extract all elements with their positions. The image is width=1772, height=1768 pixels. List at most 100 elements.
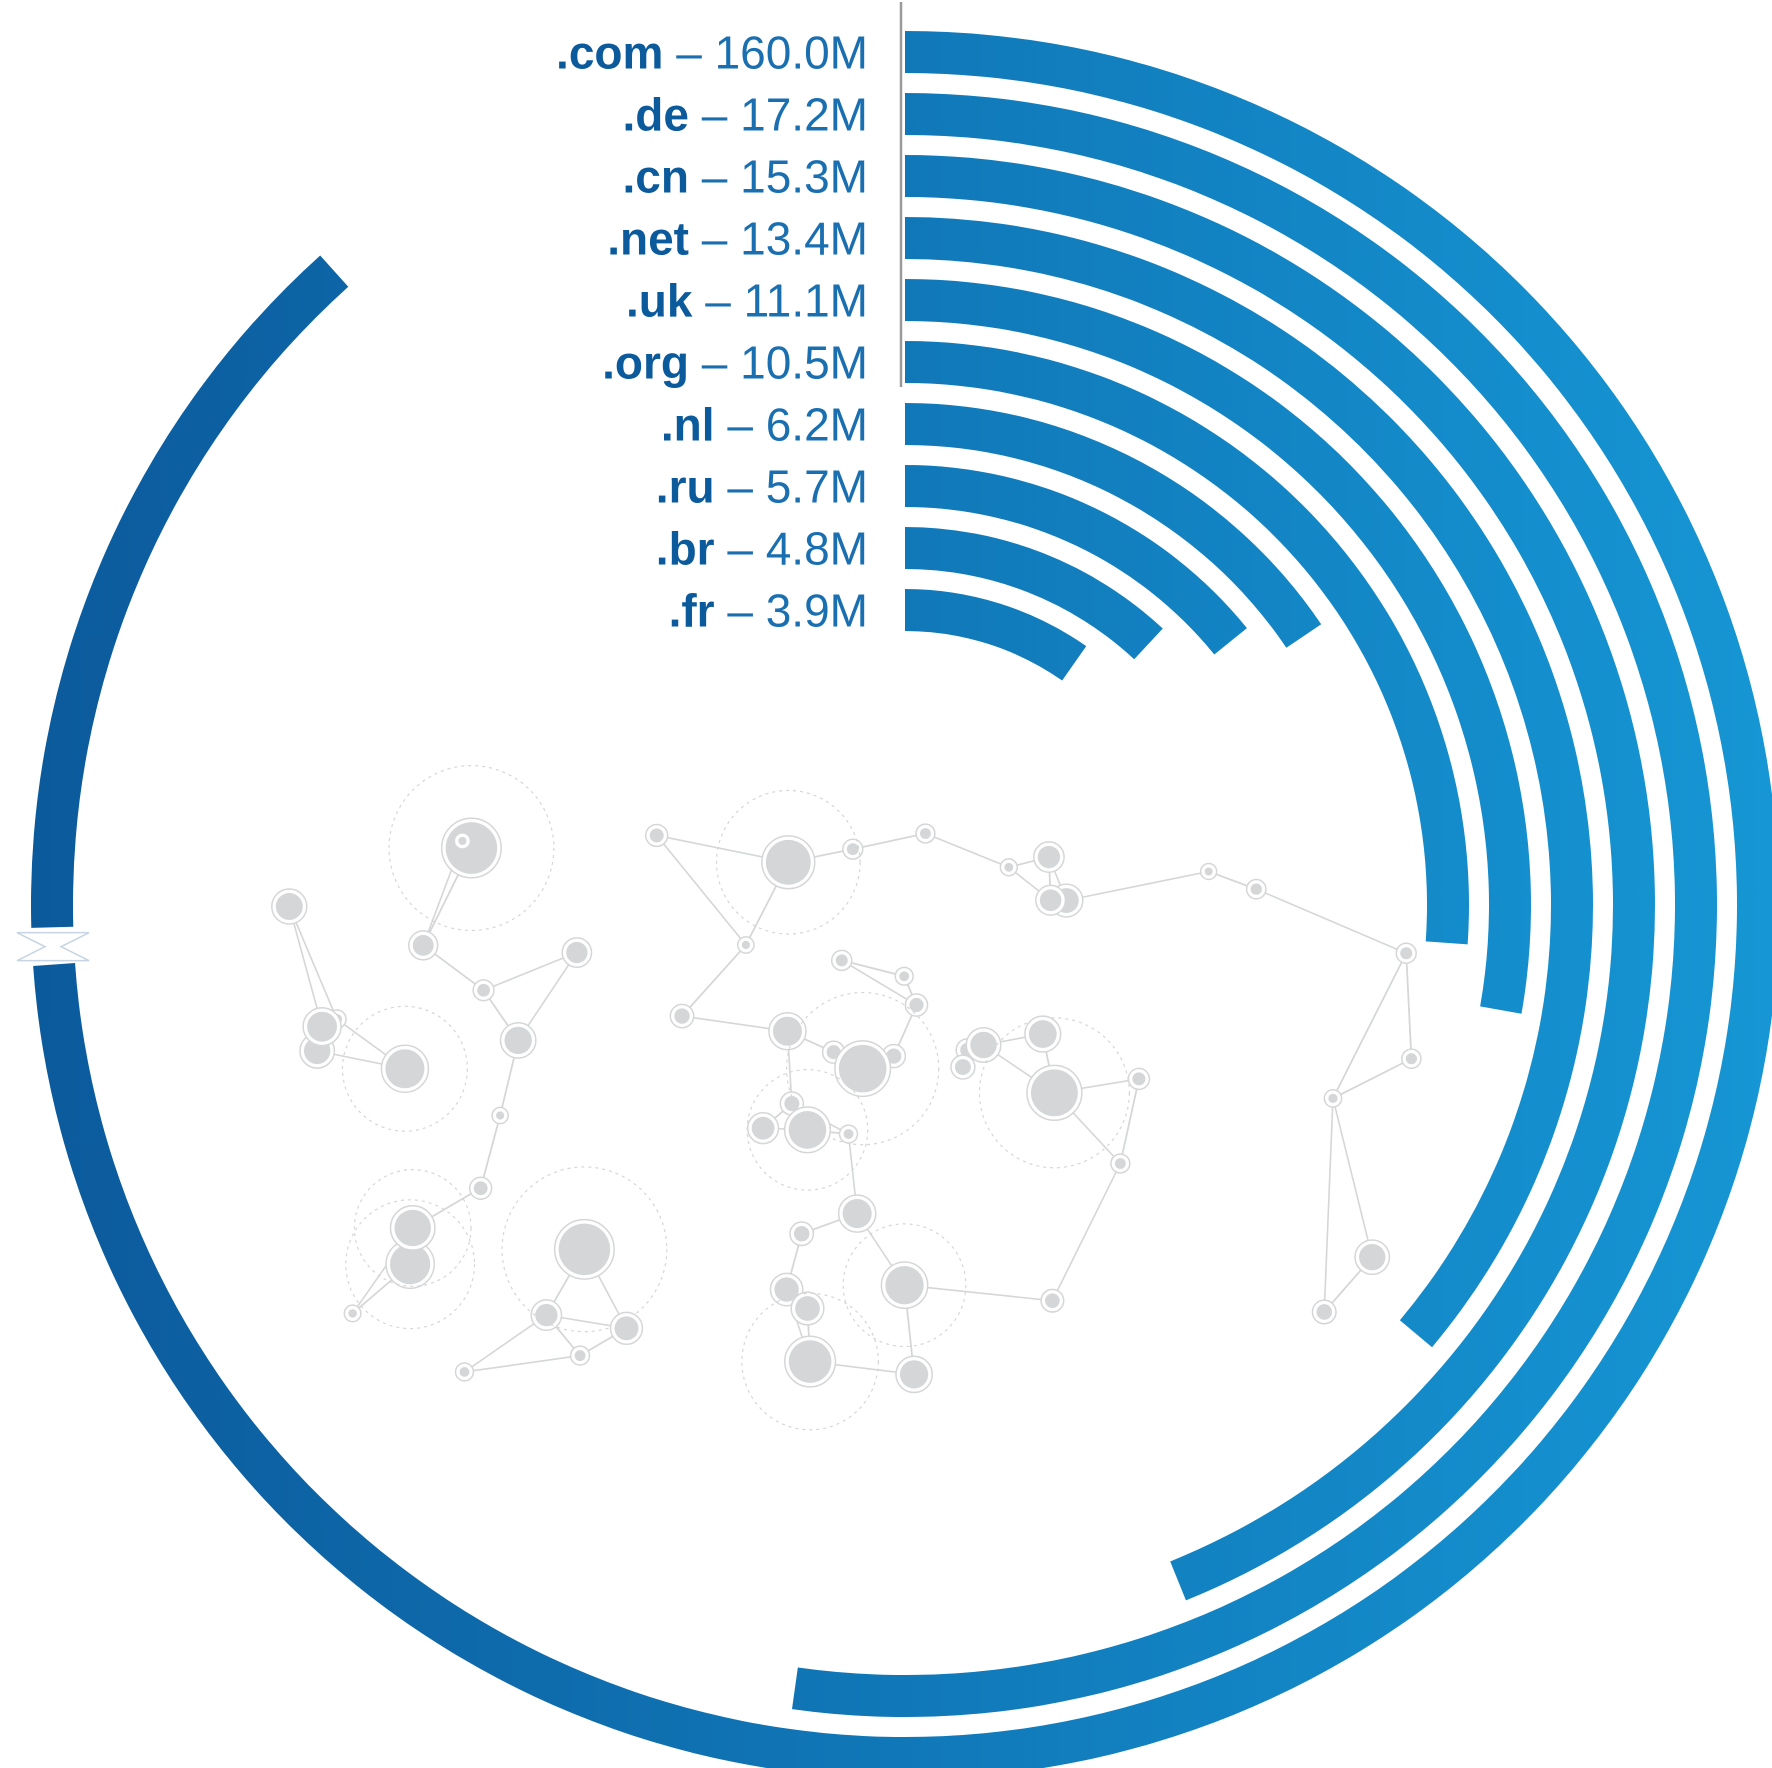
network-halo: [501, 1166, 668, 1333]
tld-label: .br: [656, 523, 715, 575]
bar-label-br: .br – 4.8M: [656, 523, 868, 575]
bar-label-nl: .nl – 6.2M: [661, 399, 868, 451]
network-node: [954, 1059, 971, 1075]
network-node: [307, 1011, 338, 1042]
network-node: [535, 1303, 558, 1327]
network-node: [886, 1048, 902, 1064]
network-halo: [341, 1005, 468, 1132]
network-node: [574, 1350, 586, 1362]
network-link: [1323, 1098, 1334, 1312]
network-halo: [715, 789, 861, 935]
value-label: – 5.7M: [715, 461, 868, 513]
network-node: [674, 1008, 690, 1024]
network-link: [464, 1354, 581, 1373]
tld-label: .cn: [623, 151, 689, 203]
network-node: [1328, 1093, 1338, 1104]
network-link: [288, 906, 338, 1020]
network-link: [288, 906, 323, 1027]
value-label: – 10.5M: [689, 337, 868, 389]
network-node: [1114, 1158, 1126, 1169]
value-label: – 15.3M: [689, 151, 868, 203]
network-node: [885, 1266, 924, 1305]
bar-fr: [905, 589, 1087, 681]
network-node: [566, 941, 588, 964]
network-node: [1030, 1069, 1078, 1117]
network-link: [1332, 1058, 1412, 1100]
value-label: – 6.2M: [715, 399, 868, 451]
network-node: [1037, 845, 1061, 869]
network-node: [788, 1111, 827, 1149]
network-halo: [842, 1223, 967, 1348]
tld-label: .ru: [656, 461, 715, 513]
value-label: – 4.8M: [715, 523, 868, 575]
network-link: [841, 959, 917, 1006]
network-node: [1405, 1053, 1417, 1065]
network-link: [1066, 870, 1209, 902]
bar-label-com: .com – 160.0M: [556, 27, 868, 79]
tld-label: .com: [556, 27, 663, 79]
network-node: [838, 1044, 887, 1093]
tld-label: .uk: [626, 275, 693, 327]
network-node: [459, 1367, 470, 1377]
network-node: [795, 1296, 820, 1321]
value-label: – 13.4M: [689, 213, 868, 265]
network-link: [1119, 1078, 1140, 1164]
network-link: [925, 832, 1010, 869]
network-node: [1039, 889, 1062, 912]
network-node: [1316, 1304, 1333, 1320]
network-node: [909, 997, 924, 1013]
network-node: [385, 1049, 425, 1089]
network-node: [784, 1096, 800, 1112]
tld-label: .de: [623, 89, 689, 141]
network-node: [1359, 1243, 1386, 1271]
value-label: – 3.9M: [715, 585, 868, 637]
network-node: [445, 822, 498, 874]
network-node: [842, 1198, 872, 1229]
network-node: [826, 1045, 841, 1060]
network-halo: [388, 765, 555, 932]
bar-label-net: .net – 13.4M: [607, 213, 868, 265]
network-node: [1004, 862, 1014, 872]
network-node: [899, 1360, 929, 1389]
tld-label: .net: [607, 213, 689, 265]
network-node: [348, 1309, 357, 1318]
network-node: [275, 893, 303, 920]
network-halo: [345, 1199, 476, 1330]
network-node: [843, 1129, 854, 1140]
scale-break-marker: [16, 931, 90, 962]
value-label: – 17.2M: [689, 89, 868, 141]
bar-net: [905, 217, 1593, 1348]
network-node: [504, 1026, 532, 1055]
bar-label-de: .de – 17.2M: [623, 89, 868, 141]
network-node: [846, 843, 859, 856]
network-node: [473, 1181, 488, 1196]
network-link: [656, 834, 747, 946]
bar-ru: [905, 465, 1247, 655]
network-link: [1332, 952, 1407, 1099]
network-node: [920, 828, 931, 839]
bar-label-org: .org – 10.5M: [602, 337, 868, 389]
bar-nl: [905, 403, 1322, 648]
network-node: [788, 1340, 832, 1383]
bar-label-fr: .fr – 3.9M: [669, 585, 868, 637]
network-node: [412, 934, 434, 956]
network-node: [1045, 1293, 1060, 1309]
network-link: [904, 1284, 1053, 1302]
network-node: [765, 839, 811, 885]
network-halo: [785, 991, 940, 1146]
network-node: [458, 836, 467, 846]
network-link: [483, 951, 578, 992]
network-node: [793, 1226, 810, 1242]
network-node: [751, 1116, 775, 1140]
network-node: [394, 1209, 431, 1247]
tld-label: .fr: [669, 585, 715, 637]
network-halo: [746, 1068, 869, 1191]
network-link: [1332, 1098, 1373, 1258]
tld-label: .org: [602, 337, 689, 389]
network-link: [1405, 953, 1413, 1059]
network-node: [1250, 883, 1262, 895]
network-link: [479, 1115, 501, 1189]
network-link: [852, 832, 926, 850]
bar-label-uk: .uk – 11.1M: [626, 275, 868, 327]
